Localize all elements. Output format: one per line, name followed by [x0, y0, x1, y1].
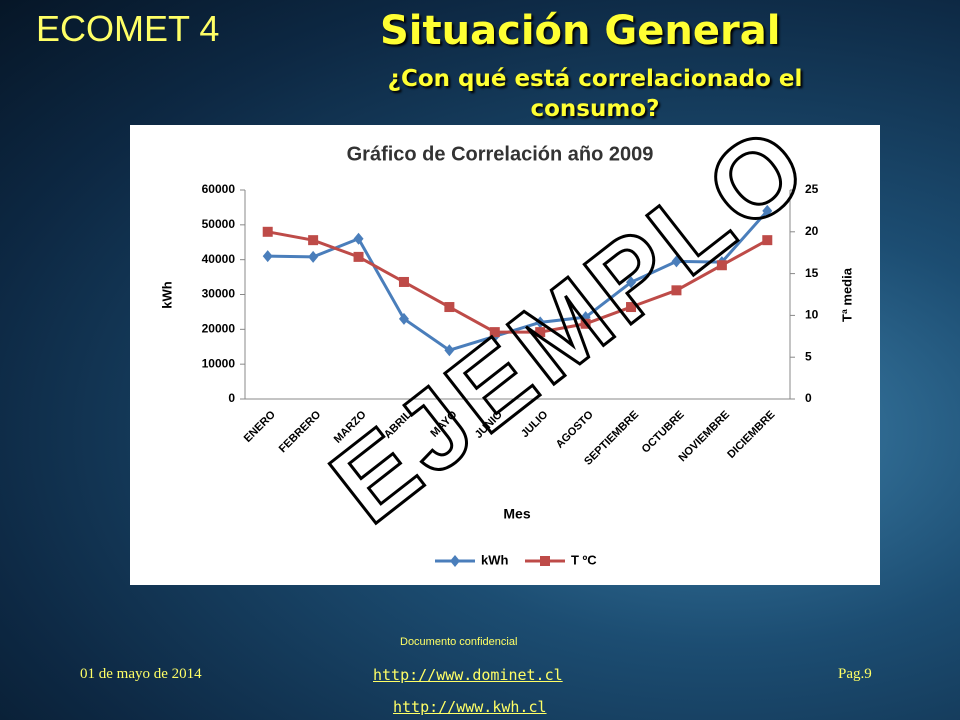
data-point [762, 204, 773, 217]
y-tick-label: 50000 [202, 217, 236, 231]
legend-label: T ºC [571, 552, 597, 567]
confidential: Documento confidencial [400, 636, 518, 648]
y2-tick-label: 20 [805, 224, 819, 238]
y-tick-label: 40000 [202, 252, 236, 266]
data-point [262, 226, 273, 237]
data-point [716, 260, 727, 271]
data-point [444, 344, 455, 357]
y-axis-title: kWh [159, 281, 174, 309]
series-line [267, 230, 769, 334]
chart-title: Gráfico de Correlación año 2009 [347, 143, 654, 165]
data-point [762, 235, 773, 246]
data-point [626, 276, 637, 289]
data-point [308, 250, 319, 263]
data-point [398, 312, 409, 325]
slide-subtitle: ¿Con qué está correlacionado el consumo? [387, 66, 803, 122]
slide-title: Situación General [380, 8, 781, 54]
y2-tick-label: 25 [805, 182, 819, 196]
series-line [267, 209, 769, 352]
data-point [262, 250, 273, 263]
y2-tick-label: 10 [805, 308, 819, 322]
data-point [398, 276, 409, 287]
chart: Gráfico de Correlación año 2009 kWh Tª m… [130, 125, 880, 585]
data-point [671, 285, 682, 296]
data-point [308, 235, 319, 246]
y2-axis-title: Tª media [839, 267, 854, 322]
link[interactable]: http://www.kwh.cl [393, 698, 547, 716]
data-point [535, 316, 546, 329]
data-point [580, 318, 591, 329]
data-point [450, 555, 460, 567]
data-point [353, 232, 364, 245]
data-point [444, 302, 455, 313]
y-tick-label: 30000 [202, 287, 236, 301]
data-point [353, 251, 364, 262]
data-point [489, 327, 500, 338]
y-tick-label: 20000 [202, 322, 236, 336]
y2-tick-label: 15 [805, 266, 819, 280]
y2-tick-label: 0 [805, 391, 812, 405]
y-tick-label: 10000 [202, 356, 236, 370]
y-tick-label: 60000 [202, 182, 236, 196]
y-tick-label: 0 [228, 391, 235, 405]
legend-label: kWh [481, 552, 509, 567]
data-point [535, 327, 546, 338]
date: 01 de mayo de 2014 [80, 666, 202, 682]
y2-tick-label: 5 [805, 349, 812, 363]
data-point [626, 302, 637, 313]
data-point [540, 556, 550, 566]
page-number: Pag.9 [838, 666, 872, 682]
link[interactable]: http://www.dominet.cl [373, 666, 563, 684]
brand: ECOMET 4 [36, 8, 220, 49]
chart-background [130, 125, 880, 585]
x-axis-title: Mes [503, 506, 530, 522]
